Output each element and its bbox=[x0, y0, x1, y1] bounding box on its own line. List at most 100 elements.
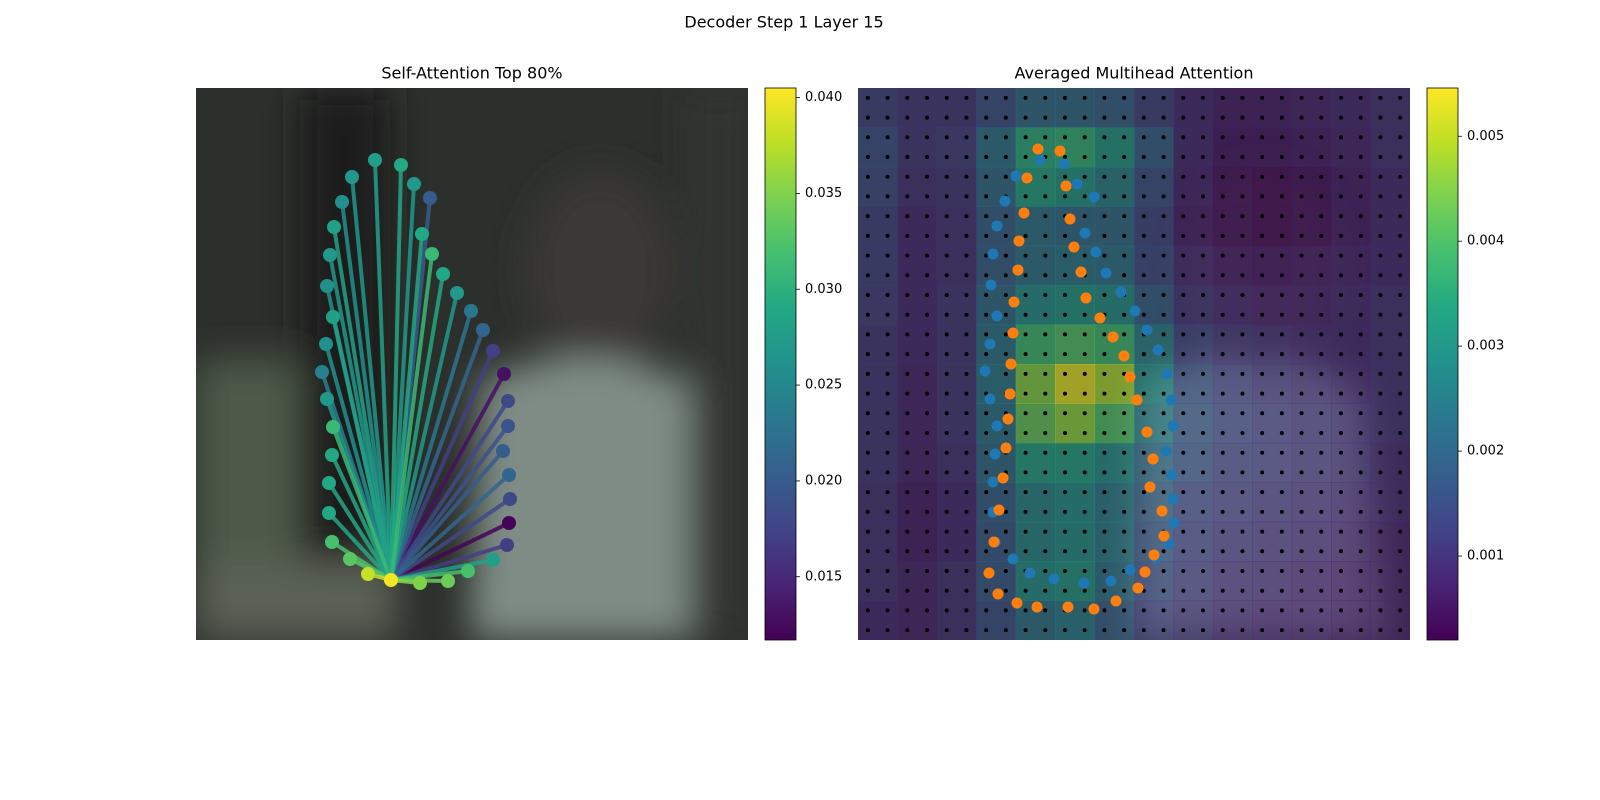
grid-dot bbox=[1299, 490, 1304, 495]
attention-edge bbox=[327, 481, 393, 582]
grid-dot bbox=[1023, 431, 1028, 435]
grid-dot bbox=[1122, 470, 1127, 475]
grid-dot bbox=[885, 155, 890, 159]
grid-dot bbox=[1003, 490, 1008, 495]
grid-dot bbox=[1339, 391, 1343, 396]
grid-dot bbox=[925, 569, 929, 573]
grid-dot bbox=[1279, 509, 1284, 514]
grid-dot bbox=[1043, 628, 1048, 633]
grid-dot bbox=[1299, 174, 1304, 179]
grid-dot bbox=[1358, 273, 1363, 278]
grid-dot bbox=[1141, 529, 1146, 534]
grid-dot bbox=[944, 332, 949, 337]
keypoint bbox=[450, 286, 464, 300]
grid-dot bbox=[1240, 194, 1245, 199]
grid-dot bbox=[1063, 490, 1067, 495]
keypoint bbox=[1100, 267, 1112, 279]
grid-dot bbox=[1201, 371, 1205, 376]
grid-dot bbox=[964, 549, 969, 554]
grid-dot bbox=[1279, 391, 1284, 396]
grid-dot bbox=[964, 253, 969, 258]
grid-dot bbox=[1102, 115, 1107, 120]
colorbar-tick-label: 0.020 bbox=[805, 473, 842, 488]
heatmap-cell bbox=[936, 324, 977, 365]
grid-dot bbox=[1141, 135, 1146, 140]
grid-dot bbox=[984, 115, 989, 120]
keypoint bbox=[1124, 564, 1136, 576]
heatmap-cell bbox=[858, 521, 898, 562]
grid-dot bbox=[1161, 332, 1166, 337]
grid-dot bbox=[984, 588, 989, 593]
keypoint bbox=[1094, 312, 1106, 324]
grid-dot bbox=[905, 115, 910, 120]
grid-dot bbox=[1003, 549, 1008, 554]
grid-dot bbox=[1082, 194, 1087, 199]
grid-dot bbox=[1023, 450, 1028, 455]
grid-dot bbox=[1358, 371, 1363, 376]
grid-dot bbox=[1063, 371, 1067, 376]
grid-dot bbox=[1023, 233, 1028, 238]
heatmap-cell bbox=[1015, 166, 1056, 207]
grid-dot bbox=[885, 529, 890, 534]
grid-dot bbox=[1023, 628, 1028, 633]
heatmap-cell bbox=[936, 561, 977, 602]
grid-dot bbox=[1398, 273, 1403, 278]
grid-dot bbox=[1319, 431, 1324, 435]
grid-dot bbox=[1161, 194, 1166, 199]
heatmap-cell bbox=[1331, 442, 1372, 483]
keypoint bbox=[1131, 394, 1143, 406]
grid-dot bbox=[1220, 628, 1225, 633]
grid-dot bbox=[1063, 569, 1067, 573]
grid-dot bbox=[1260, 273, 1265, 278]
grid-dot bbox=[1279, 233, 1284, 238]
grid-dot bbox=[1240, 569, 1245, 573]
grid-dot bbox=[1279, 529, 1284, 534]
grid-dot bbox=[1378, 529, 1383, 534]
grid-dot bbox=[1181, 312, 1186, 317]
heatmap-cell bbox=[1331, 364, 1372, 404]
grid-dot bbox=[944, 155, 949, 159]
heatmap-cell bbox=[1015, 285, 1056, 326]
heatmap-cell bbox=[897, 285, 938, 326]
heatmap-cell bbox=[1055, 403, 1096, 444]
grid-dot bbox=[984, 293, 989, 297]
heatmap-cell bbox=[1094, 88, 1135, 128]
grid-dot bbox=[1003, 135, 1008, 140]
keypoint bbox=[1034, 154, 1046, 166]
keypoint bbox=[1166, 469, 1178, 481]
heatmap-cell bbox=[1055, 324, 1096, 365]
grid-dot bbox=[1220, 233, 1225, 238]
grid-dot bbox=[1141, 549, 1146, 554]
grid-dot bbox=[1240, 115, 1245, 120]
grid-dot bbox=[1023, 95, 1028, 100]
axes-title: Self-Attention Top 80% bbox=[381, 64, 562, 83]
grid-dot bbox=[984, 529, 989, 534]
heatmap-cell bbox=[1212, 127, 1253, 168]
heatmap-cell bbox=[1212, 285, 1253, 326]
heatmap-cell bbox=[936, 206, 977, 247]
heatmap-cell bbox=[1173, 245, 1214, 286]
grid-dot bbox=[1220, 95, 1225, 100]
grid-dot bbox=[1260, 115, 1265, 120]
grid-dot bbox=[1378, 332, 1383, 337]
grid-dot bbox=[1141, 411, 1146, 416]
heatmap-cell bbox=[1055, 364, 1096, 404]
heatmap-cell bbox=[1134, 206, 1174, 247]
grid-dot bbox=[1102, 411, 1107, 416]
grid-dot bbox=[1358, 470, 1363, 475]
grid-dot bbox=[1240, 608, 1245, 613]
grid-dot bbox=[964, 135, 969, 140]
heatmap-cell bbox=[1331, 88, 1372, 128]
grid-dot bbox=[1299, 194, 1304, 199]
grid-dot bbox=[1299, 588, 1304, 593]
grid-dot bbox=[865, 312, 870, 317]
grid-dot bbox=[1161, 312, 1166, 317]
grid-dot bbox=[1279, 115, 1284, 120]
grid-dot bbox=[1063, 233, 1067, 238]
grid-dot bbox=[1102, 332, 1107, 337]
grid-dot bbox=[885, 194, 890, 199]
heatmap-cell bbox=[1212, 324, 1253, 365]
grid-dot bbox=[964, 194, 969, 199]
attention-edge bbox=[389, 310, 473, 581]
grid-dot bbox=[984, 194, 989, 199]
